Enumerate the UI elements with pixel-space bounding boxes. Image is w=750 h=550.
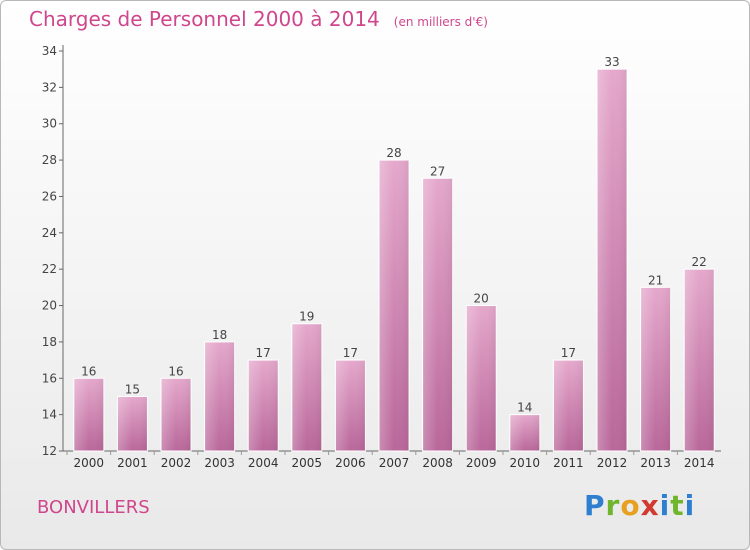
y-tick-label: 20 — [42, 299, 57, 313]
x-tick-label: 2007 — [379, 456, 410, 470]
data-label: 17 — [256, 346, 271, 360]
y-tick-label: 16 — [42, 371, 57, 385]
y-tick-label: 32 — [42, 80, 57, 94]
bar-shine — [379, 160, 409, 451]
x-tick-label: 2014 — [684, 456, 715, 470]
y-tick-label: 26 — [42, 189, 57, 203]
axes: 12 14 16 18 20 22 24 26 28 30 32 34 2000 2001 2002 2003… — [42, 44, 721, 470]
x-tick-label: 2004 — [248, 456, 279, 470]
data-label: 19 — [299, 310, 314, 324]
bar-shine — [640, 287, 671, 451]
data-label: 16 — [81, 364, 96, 378]
bar-shine — [509, 414, 540, 451]
data-label: 28 — [386, 146, 401, 160]
x-tick-label: 2013 — [640, 456, 671, 470]
proxiti-logo[interactable]: Proxiti — [584, 489, 695, 522]
x-tick-label: 2010 — [510, 456, 541, 470]
y-tick-label: 14 — [42, 408, 57, 422]
chart-title-text: Charges de Personnel 2000 à 2014 — [29, 7, 380, 31]
bar-shine — [553, 360, 584, 451]
x-tick-label: 2008 — [422, 456, 453, 470]
x-tick-label: 2002 — [161, 456, 192, 470]
x-tick-label: 2005 — [292, 456, 323, 470]
logo-letter: x — [640, 489, 660, 522]
y-tick-label: 34 — [42, 44, 57, 58]
data-label: 16 — [168, 364, 183, 378]
logo-letter: P — [584, 489, 606, 522]
y-tick-label: 30 — [42, 117, 57, 131]
bar-shine — [335, 360, 366, 451]
y-tick-label: 28 — [42, 153, 57, 167]
bar-shine — [422, 178, 453, 452]
y-tick-label: 24 — [42, 226, 57, 240]
data-label: 14 — [517, 401, 532, 415]
x-tick-label: 2011 — [553, 456, 584, 470]
logo-letter: t — [670, 489, 685, 522]
data-label: 18 — [212, 328, 227, 342]
y-tick-label: 12 — [42, 444, 57, 458]
y-tick-label: 18 — [42, 335, 57, 349]
data-label: 15 — [125, 382, 140, 396]
logo-letter: o — [620, 489, 641, 522]
data-label: 17 — [343, 346, 358, 360]
x-tick-label: 2006 — [335, 456, 366, 470]
bar-shine — [73, 378, 104, 451]
bar-shine — [248, 360, 279, 451]
chart-title: Charges de Personnel 2000 à 2014 (en mill… — [29, 7, 488, 31]
x-tick-label: 2001 — [117, 456, 148, 470]
data-label: 33 — [604, 55, 619, 69]
bars: 16 15 16 18 17 19 17 28 27 20 14 17 33 21 22 — [73, 55, 715, 452]
logo-letter: r — [605, 489, 621, 522]
bar-shine — [466, 305, 497, 451]
bar-shine — [161, 378, 191, 451]
logo-letter: i — [684, 489, 696, 522]
data-label: 27 — [430, 164, 445, 178]
chart-subtitle: (en milliers d'€) — [393, 15, 488, 29]
bar-shine — [291, 323, 322, 451]
x-tick-label: 2012 — [597, 456, 628, 470]
commune-name: BONVILLERS — [37, 497, 150, 518]
data-label: 22 — [692, 255, 707, 269]
data-label: 20 — [474, 292, 489, 306]
data-label: 17 — [561, 346, 576, 360]
x-tick-label: 2003 — [204, 456, 235, 470]
x-tick-label: 2000 — [74, 456, 105, 470]
bar-shine — [597, 69, 627, 451]
data-label: 21 — [648, 273, 663, 287]
bar-shine — [684, 269, 715, 451]
x-tick-label: 2009 — [466, 456, 497, 470]
bar-shine — [117, 396, 148, 451]
bar-shine — [204, 341, 235, 451]
bar-chart: 12 14 16 18 20 22 24 26 28 30 32 34 2000 2001 2002 2003… — [42, 44, 721, 470]
logo-letter: i — [659, 489, 671, 522]
y-tick-label: 22 — [42, 262, 57, 276]
